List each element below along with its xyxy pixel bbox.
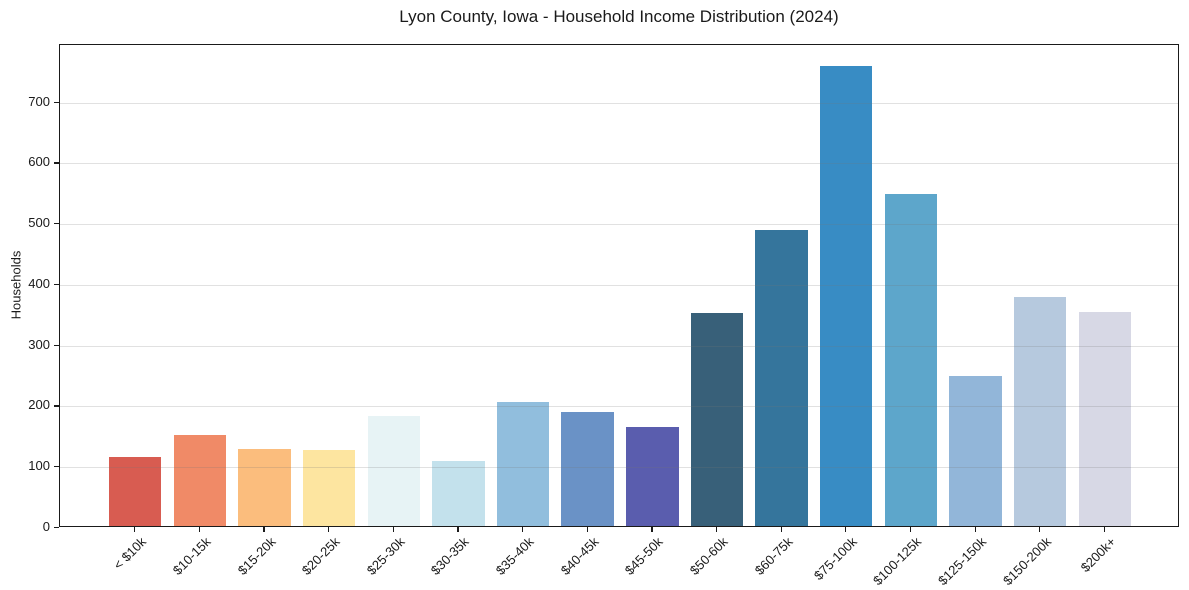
x-tick-label: $75-100k xyxy=(810,534,860,583)
y-tick-label: 400 xyxy=(28,275,50,291)
x-tick-mark xyxy=(392,527,394,532)
y-tick-mark xyxy=(54,344,59,346)
bar-$15-20k xyxy=(238,448,291,526)
bar-$25-30k xyxy=(367,416,420,526)
bar-$150-200k xyxy=(1013,296,1067,526)
y-tick-label: 200 xyxy=(28,397,50,413)
gridline xyxy=(60,102,1178,104)
y-tick-mark xyxy=(54,162,59,164)
x-tick-label: $20-25k xyxy=(298,534,343,578)
x-tick-mark xyxy=(328,527,330,532)
x-tick-mark xyxy=(457,527,459,532)
bar-$20-25k xyxy=(302,450,356,526)
x-tick-mark xyxy=(715,527,718,532)
x-tick-mark xyxy=(780,527,782,532)
x-tick-mark xyxy=(909,527,912,532)
y-tick-label: 500 xyxy=(28,215,50,231)
y-tick-mark xyxy=(54,283,59,286)
y-tick-mark xyxy=(54,466,59,468)
x-tick-mark xyxy=(651,527,653,532)
gridline xyxy=(60,345,1178,347)
x-tick-label: $200k+ xyxy=(1077,534,1119,576)
y-tick-label: 0 xyxy=(42,519,50,534)
x-tick-label: $35-40k xyxy=(492,534,537,578)
gridline xyxy=(60,406,1178,408)
x-tick-mark xyxy=(522,527,524,532)
bar-$125-150k xyxy=(949,375,1002,526)
bar-< $10k xyxy=(109,456,162,526)
x-tick-mark xyxy=(134,527,136,532)
x-tick-label: $125-150k xyxy=(935,534,990,589)
x-tick-mark xyxy=(586,527,588,532)
y-tick-label: 100 xyxy=(28,458,50,474)
x-tick-label: $100-125k xyxy=(870,534,925,589)
x-tick-label: $50-60k xyxy=(686,534,731,578)
x-tick-mark xyxy=(845,527,847,532)
plot-area xyxy=(59,44,1179,527)
x-tick-mark xyxy=(1103,527,1105,532)
y-tick-mark xyxy=(54,527,59,529)
x-tick-label: $40-45k xyxy=(557,534,602,578)
bar-$10-15k xyxy=(173,434,227,526)
y-tick-label: 600 xyxy=(28,154,50,170)
bar-$200k+ xyxy=(1078,312,1131,526)
gridline xyxy=(60,284,1178,286)
gridline xyxy=(60,224,1178,226)
y-tick-mark xyxy=(54,405,59,407)
x-tick-label: $25-30k xyxy=(363,534,408,578)
bar-$45-50k xyxy=(626,426,679,526)
bar-$35-40k xyxy=(496,402,550,526)
y-tick-label: 300 xyxy=(28,336,50,352)
x-tick-label: $60-75k xyxy=(751,534,796,578)
y-tick-mark xyxy=(54,101,59,103)
gridline xyxy=(60,163,1178,165)
x-tick-label: $10-15k xyxy=(169,534,214,578)
bar-$100-125k xyxy=(884,194,938,526)
x-tick-mark xyxy=(1039,527,1041,532)
x-tick-label: $45-50k xyxy=(622,534,666,578)
x-tick-mark xyxy=(198,527,201,532)
x-tick-mark xyxy=(263,527,265,532)
gridline xyxy=(60,467,1178,469)
bar-$75-100k xyxy=(820,66,873,526)
x-tick-mark xyxy=(974,527,976,532)
x-tick-label: < $10k xyxy=(110,534,149,573)
x-tick-label: $30-35k xyxy=(428,534,473,578)
x-tick-label: $15-20k xyxy=(234,534,279,578)
bar-$30-35k xyxy=(432,461,485,526)
y-tick-mark xyxy=(54,223,59,225)
bar-$60-75k xyxy=(755,229,808,526)
chart-title: Lyon County, Iowa - Household Income Dis… xyxy=(399,7,839,26)
x-tick-label: $150-200k xyxy=(999,534,1054,589)
bar-$50-60k xyxy=(690,313,744,526)
bar-$40-45k xyxy=(561,411,614,526)
y-tick-label: 700 xyxy=(28,93,50,109)
